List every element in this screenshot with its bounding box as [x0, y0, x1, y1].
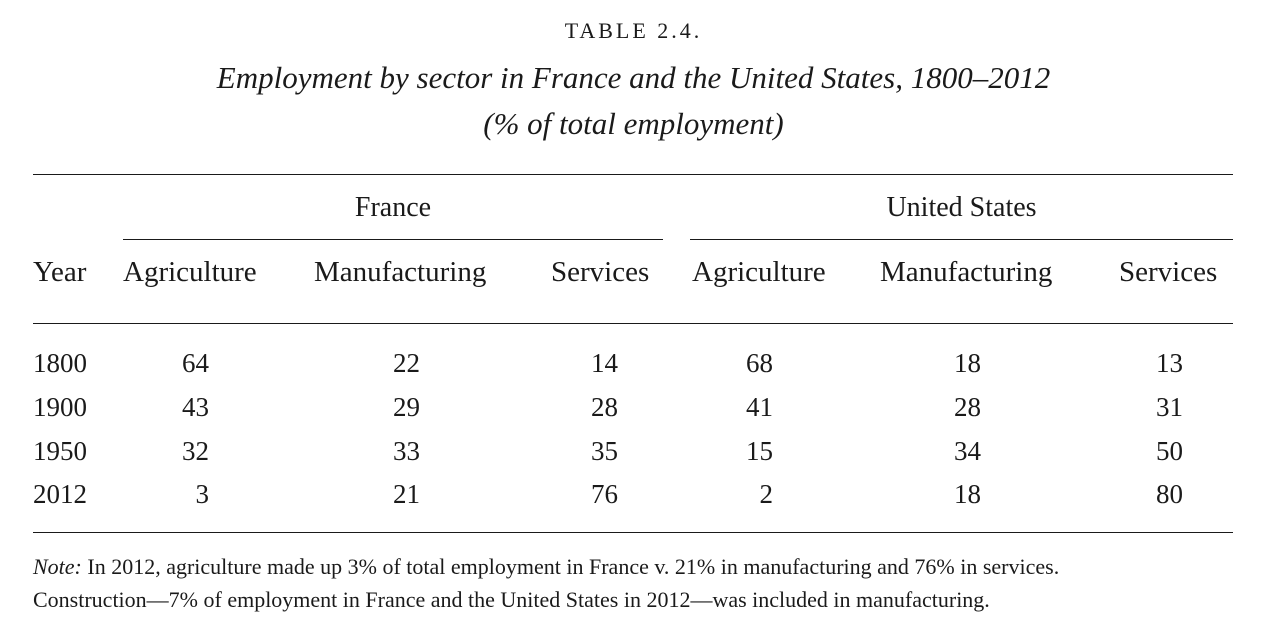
cell-us-manufacturing: 18 — [954, 479, 981, 509]
group-header-france: France — [354, 192, 432, 223]
cell-france-agriculture: 64 — [182, 348, 209, 378]
column-header-france-agriculture: Agriculture — [123, 256, 257, 288]
cell-france-manufacturing: 33 — [393, 436, 420, 466]
us-group-rule — [690, 239, 1233, 240]
column-header-year: Year — [33, 256, 87, 288]
column-header-france-manufacturing: Manufacturing — [314, 256, 487, 288]
cell-france-agriculture: 32 — [182, 436, 209, 466]
top-rule — [33, 174, 1233, 175]
note-line-2: Construction—7% of employment in France … — [33, 587, 990, 612]
cell-us-agriculture: 2 — [759, 479, 774, 509]
cell-france-services: 28 — [591, 392, 618, 422]
cell-us-services: 13 — [1156, 348, 1183, 378]
cell-us-services: 50 — [1156, 436, 1183, 466]
cell-year: 2012 — [33, 479, 87, 509]
note-text-1: In 2012, agriculture made up 3% of total… — [81, 554, 1060, 579]
cell-france-services: 35 — [591, 436, 618, 466]
column-header-us-manufacturing: Manufacturing — [880, 256, 1053, 288]
cell-france-manufacturing: 21 — [393, 479, 420, 509]
cell-us-agriculture: 41 — [746, 392, 773, 422]
cell-france-agriculture: 3 — [195, 479, 210, 509]
group-header-united-states: United States — [886, 192, 1037, 223]
header-rule — [33, 323, 1233, 324]
cell-year: 1950 — [33, 436, 87, 466]
cell-year: 1900 — [33, 392, 87, 422]
column-header-us-agriculture: Agriculture — [692, 256, 826, 288]
cell-france-agriculture: 43 — [182, 392, 209, 422]
table-subtitle: (% of total employment) — [483, 106, 784, 141]
column-header-france-services: Services — [551, 256, 650, 288]
note-label: Note: — [33, 554, 82, 579]
cell-us-agriculture: 15 — [746, 436, 773, 466]
france-group-rule — [123, 239, 663, 240]
cell-us-agriculture: 68 — [746, 348, 773, 378]
table-title: Employment by sector in France and the U… — [216, 60, 1051, 95]
cell-france-services: 14 — [591, 348, 618, 378]
cell-us-manufacturing: 34 — [954, 436, 981, 466]
column-header-us-services: Services — [1119, 256, 1218, 288]
table-label: TABLE 2.4. — [564, 18, 703, 43]
bottom-rule — [33, 532, 1233, 533]
cell-us-services: 31 — [1156, 392, 1183, 422]
cell-france-services: 76 — [591, 479, 618, 509]
cell-france-manufacturing: 29 — [393, 392, 420, 422]
cell-us-manufacturing: 18 — [954, 348, 981, 378]
cell-france-manufacturing: 22 — [393, 348, 420, 378]
note-line-1: Note: In 2012, agriculture made up 3% of… — [33, 551, 1233, 583]
cell-us-manufacturing: 28 — [954, 392, 981, 422]
cell-year: 1800 — [33, 348, 87, 378]
cell-us-services: 80 — [1156, 479, 1183, 509]
